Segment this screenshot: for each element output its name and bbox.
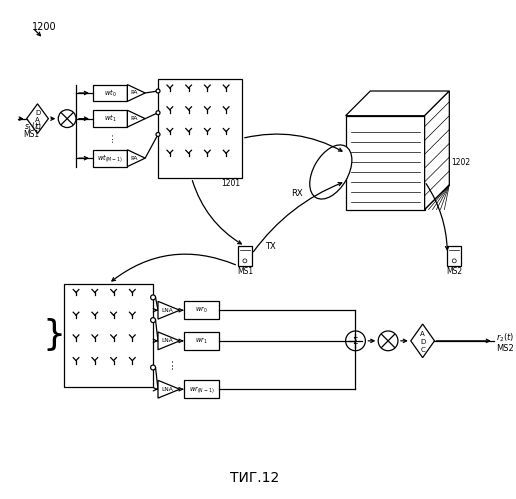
Circle shape xyxy=(151,295,155,300)
Text: }: } xyxy=(43,318,66,352)
Polygon shape xyxy=(127,110,145,127)
Polygon shape xyxy=(346,91,449,116)
Text: A: A xyxy=(35,117,40,123)
Polygon shape xyxy=(127,150,145,167)
Polygon shape xyxy=(425,91,449,210)
Text: PA: PA xyxy=(131,90,138,95)
Circle shape xyxy=(346,331,365,351)
Circle shape xyxy=(243,259,247,263)
Polygon shape xyxy=(158,332,180,350)
Text: ΤИГ.12: ΤИГ.12 xyxy=(230,471,279,485)
Text: $wr_1$: $wr_1$ xyxy=(195,336,208,346)
Bar xyxy=(158,79,242,178)
Circle shape xyxy=(156,111,160,115)
Text: $wt_0$: $wt_0$ xyxy=(104,87,117,99)
Text: 1200: 1200 xyxy=(31,22,56,32)
Circle shape xyxy=(156,89,160,93)
Bar xyxy=(93,150,127,167)
Bar xyxy=(184,332,219,350)
Text: $wr_{(N-1)}$: $wr_{(N-1)}$ xyxy=(189,384,214,395)
Bar xyxy=(64,283,153,387)
Text: $r_2(t)$: $r_2(t)$ xyxy=(496,332,514,344)
Text: MS1: MS1 xyxy=(237,266,253,275)
Text: MS2: MS2 xyxy=(446,266,462,275)
Text: TX: TX xyxy=(265,242,276,251)
Polygon shape xyxy=(158,380,180,398)
Text: C: C xyxy=(420,347,425,353)
Text: LNA: LNA xyxy=(161,308,173,313)
Text: 1202: 1202 xyxy=(452,158,471,167)
Text: PA: PA xyxy=(131,116,138,121)
Polygon shape xyxy=(127,85,145,101)
Bar xyxy=(184,301,219,319)
Text: D: D xyxy=(35,110,40,116)
Bar xyxy=(93,110,127,127)
Text: LNA: LNA xyxy=(161,387,173,392)
Text: C: C xyxy=(35,124,40,130)
Text: ...: ... xyxy=(163,357,175,369)
Text: PA: PA xyxy=(131,156,138,161)
Text: RX: RX xyxy=(292,189,303,198)
Text: $s_1(t)$: $s_1(t)$ xyxy=(24,121,42,133)
Polygon shape xyxy=(27,104,49,133)
Text: ...: ... xyxy=(105,131,115,142)
Text: MS1: MS1 xyxy=(24,130,40,139)
Text: $wr_0$: $wr_0$ xyxy=(195,305,208,315)
Polygon shape xyxy=(411,324,434,358)
Text: $\Sigma$: $\Sigma$ xyxy=(352,335,359,346)
Bar xyxy=(184,380,219,398)
Polygon shape xyxy=(158,301,180,319)
Text: MS2: MS2 xyxy=(496,344,513,353)
Circle shape xyxy=(156,132,160,136)
Circle shape xyxy=(378,331,398,351)
Bar xyxy=(93,85,127,101)
Bar xyxy=(447,246,461,266)
Text: $wt_1$: $wt_1$ xyxy=(104,113,117,124)
Text: 1201: 1201 xyxy=(221,179,240,188)
Circle shape xyxy=(452,259,456,263)
Text: LNA: LNA xyxy=(161,338,173,343)
Circle shape xyxy=(58,110,76,128)
Bar xyxy=(346,116,425,210)
Circle shape xyxy=(151,365,155,370)
Ellipse shape xyxy=(310,145,352,199)
Text: A: A xyxy=(420,331,425,337)
Text: $wt_{(M-1)}$: $wt_{(M-1)}$ xyxy=(97,152,123,164)
Circle shape xyxy=(151,318,155,322)
Text: D: D xyxy=(420,339,425,345)
Bar xyxy=(238,246,252,266)
